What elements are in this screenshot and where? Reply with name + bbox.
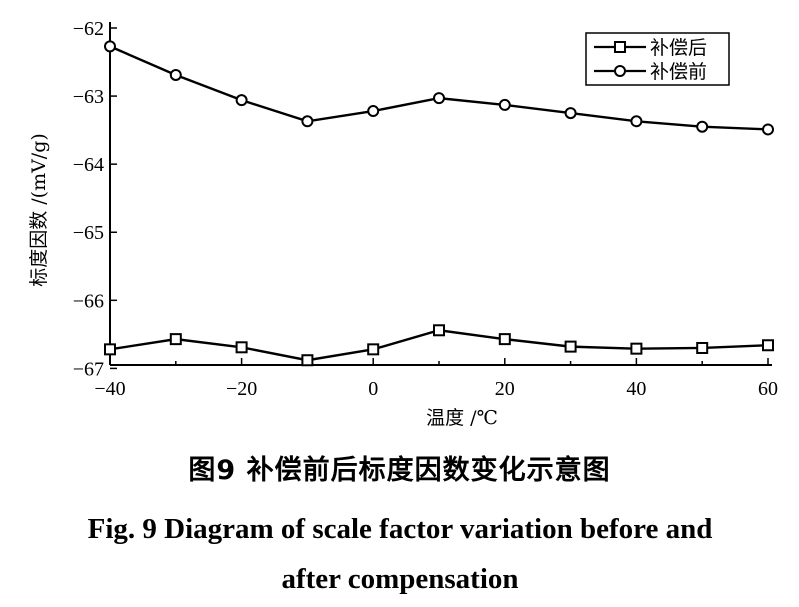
circle-marker [169,68,182,81]
circle-marker [630,115,643,128]
square-marker [104,343,116,356]
line-chart: −62 −63 −64 −65 −66 −67 −40 −20 0 20 40 60 标度因数 /(… [28,18,778,429]
y-tick-label: −66 [73,290,104,312]
square-marker [498,333,511,346]
series-2 [104,40,774,136]
circle-marker [696,120,709,133]
series-1 [104,324,774,367]
square-marker [169,333,182,346]
y-tick-label: −65 [73,222,104,244]
x-tick-label: −20 [226,378,257,400]
x-tick-label: 0 [368,378,378,400]
square-marker [696,341,709,354]
square-marker [433,324,445,337]
y-tick-label: −64 [73,154,104,176]
series-layer [104,40,774,367]
square-marker [301,354,314,367]
x-tick-label: 40 [626,378,646,400]
circle-marker [235,94,248,107]
square-marker [235,341,248,354]
circle-marker [433,92,445,105]
y-tick-label: −63 [73,86,104,108]
circle-marker [367,105,380,118]
y-tick-label: −67 [73,358,104,380]
y-axis-ticks: −62 −63 −64 −65 −66 −67 [73,18,117,380]
y-axis-label: 标度因数 /(mV/g) [28,133,50,287]
y-tick-label: −62 [73,18,104,40]
circle-marker [564,107,577,120]
x-tick-label: 20 [495,378,515,400]
legend-circle-marker [614,65,626,77]
legend-box [585,32,730,86]
legend-square-marker [614,41,626,53]
x-tick-label: 60 [758,378,778,400]
axes [109,22,772,366]
legend-label: 补偿后 [650,37,707,59]
circle-marker [498,98,511,111]
x-axis-ticks: −40 −20 0 20 40 60 [94,358,778,400]
circle-marker [762,123,774,136]
square-marker [630,342,643,355]
circle-marker [104,40,116,53]
square-marker [367,343,380,356]
x-axis-label: 温度 /℃ [426,407,498,429]
x-tick-label: −40 [94,378,125,400]
legend-label: 补偿前 [650,61,707,83]
figure-caption-chinese: 图9 补偿前后标度因数变化示意图 [188,455,611,486]
square-marker [564,340,577,353]
figure-caption-english: Fig. 9 Diagram of scale factor variation… [87,513,713,595]
square-marker [762,339,774,352]
circle-marker [301,115,314,128]
